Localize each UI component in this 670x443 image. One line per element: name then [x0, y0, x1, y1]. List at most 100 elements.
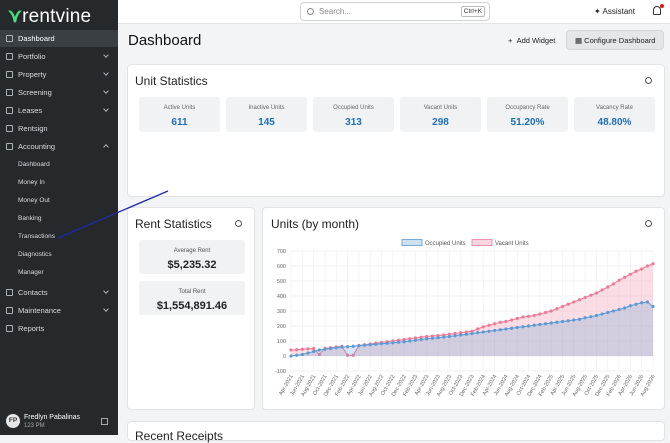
settings-icon[interactable] [645, 220, 652, 227]
point [606, 310, 610, 315]
chevron [103, 70, 109, 76]
point [295, 353, 299, 357]
nav-item[interactable]: Rentsign [0, 120, 118, 137]
point [583, 295, 587, 300]
avatar[interactable]: FP [6, 414, 20, 428]
add-widget-label: Add Widget [516, 35, 556, 45]
point [464, 330, 468, 334]
assistant-label: Assistant [602, 7, 635, 16]
card-title: Recent Receipts [135, 429, 224, 443]
stat-value: $5,235.32 [167, 259, 217, 271]
nav-icon [6, 289, 13, 296]
subnav-item[interactable]: Diagnostics [0, 246, 118, 263]
stat-box: Occupancy Rate 51.20% [487, 97, 568, 132]
nav-item[interactable]: Screening [0, 84, 118, 101]
point [623, 306, 627, 310]
nav-icon [6, 325, 13, 332]
stat-value: 51.20% [510, 117, 545, 128]
nav-label: Screening [18, 88, 52, 97]
settings-icon[interactable] [645, 77, 652, 84]
point [374, 342, 378, 346]
subnav-item[interactable]: Banking [0, 210, 118, 227]
point [323, 347, 327, 351]
legend-swatch [401, 239, 423, 246]
recent-receipts-card: Recent Receipts [127, 421, 665, 443]
point [425, 337, 429, 341]
point [651, 304, 655, 309]
point [391, 341, 395, 345]
point [419, 335, 423, 339]
configure-button[interactable]: ▦ Configure Dashboard [566, 30, 665, 50]
chevron [103, 106, 109, 112]
point [487, 329, 491, 333]
nav-item[interactable]: Dashboard [0, 30, 118, 47]
point [549, 309, 553, 313]
subnav-item[interactable]: Transactions [0, 228, 118, 245]
point [481, 325, 485, 329]
stat-label: Average Rent [173, 248, 211, 254]
nav-item[interactable]: Maintenance [0, 302, 118, 319]
point [430, 336, 435, 340]
nav-icon [6, 89, 13, 96]
sidebar: ⋎rentvine Dashboard Portfolio Property Scre… [0, 0, 118, 435]
point [566, 302, 570, 306]
point [470, 331, 474, 336]
nav-item[interactable]: Portfolio [0, 48, 118, 65]
point [543, 310, 548, 315]
collapse-icon[interactable] [101, 418, 108, 425]
nav-item[interactable]: Property [0, 66, 118, 83]
stat-value: 48.80% [597, 117, 632, 128]
point [447, 334, 451, 339]
point [470, 329, 474, 333]
point [521, 315, 525, 319]
point [589, 315, 593, 319]
point [453, 331, 457, 336]
point [306, 347, 310, 351]
stat-value: 611 [171, 117, 188, 128]
nav-item[interactable]: Contacts [0, 284, 118, 301]
y-tick-label: -100 [275, 369, 286, 375]
point [295, 348, 299, 352]
stat-label: Total Rent [178, 289, 206, 295]
point [560, 304, 565, 309]
add-widget-button[interactable]: + Add Widget [508, 35, 556, 45]
point [560, 319, 565, 324]
point [312, 349, 316, 354]
chevron [103, 88, 109, 94]
nav-icon [6, 71, 13, 78]
subnav-item[interactable]: Money Out [0, 192, 118, 209]
logo[interactable]: ⋎rentvine [8, 6, 92, 27]
point [396, 340, 401, 344]
point [526, 314, 531, 318]
point [538, 312, 542, 316]
point [379, 342, 384, 346]
logo-text: rentvine [22, 6, 92, 27]
nav-item[interactable]: Leases [0, 102, 118, 119]
assistant-button[interactable]: ✦ Assistant [594, 7, 635, 16]
point [464, 332, 468, 336]
stat-box: Average Rent $5,235.32 [139, 240, 245, 274]
nav-item[interactable]: Accounting [0, 138, 118, 155]
chevron [103, 52, 109, 58]
point [430, 334, 435, 338]
point [436, 336, 440, 340]
notification-icon[interactable] [653, 6, 661, 15]
subnav-item[interactable]: Dashboard [0, 156, 118, 173]
nav-icon [6, 307, 13, 314]
subnav-item[interactable]: Manager [0, 264, 118, 281]
point [368, 343, 372, 347]
point [442, 335, 446, 339]
y-tick-label: 400 [277, 294, 286, 300]
subnav-item[interactable]: Money In [0, 174, 118, 191]
search-box[interactable]: Search... Ctrl+K [300, 2, 490, 21]
point [345, 345, 350, 349]
point [487, 323, 491, 327]
nav-item[interactable]: Reports [0, 320, 118, 337]
point [498, 320, 502, 324]
search-icon [307, 8, 314, 15]
subnav-label: Manager [18, 269, 44, 276]
point [402, 337, 406, 342]
point [345, 353, 350, 357]
settings-icon[interactable] [235, 220, 242, 227]
point [334, 346, 338, 350]
